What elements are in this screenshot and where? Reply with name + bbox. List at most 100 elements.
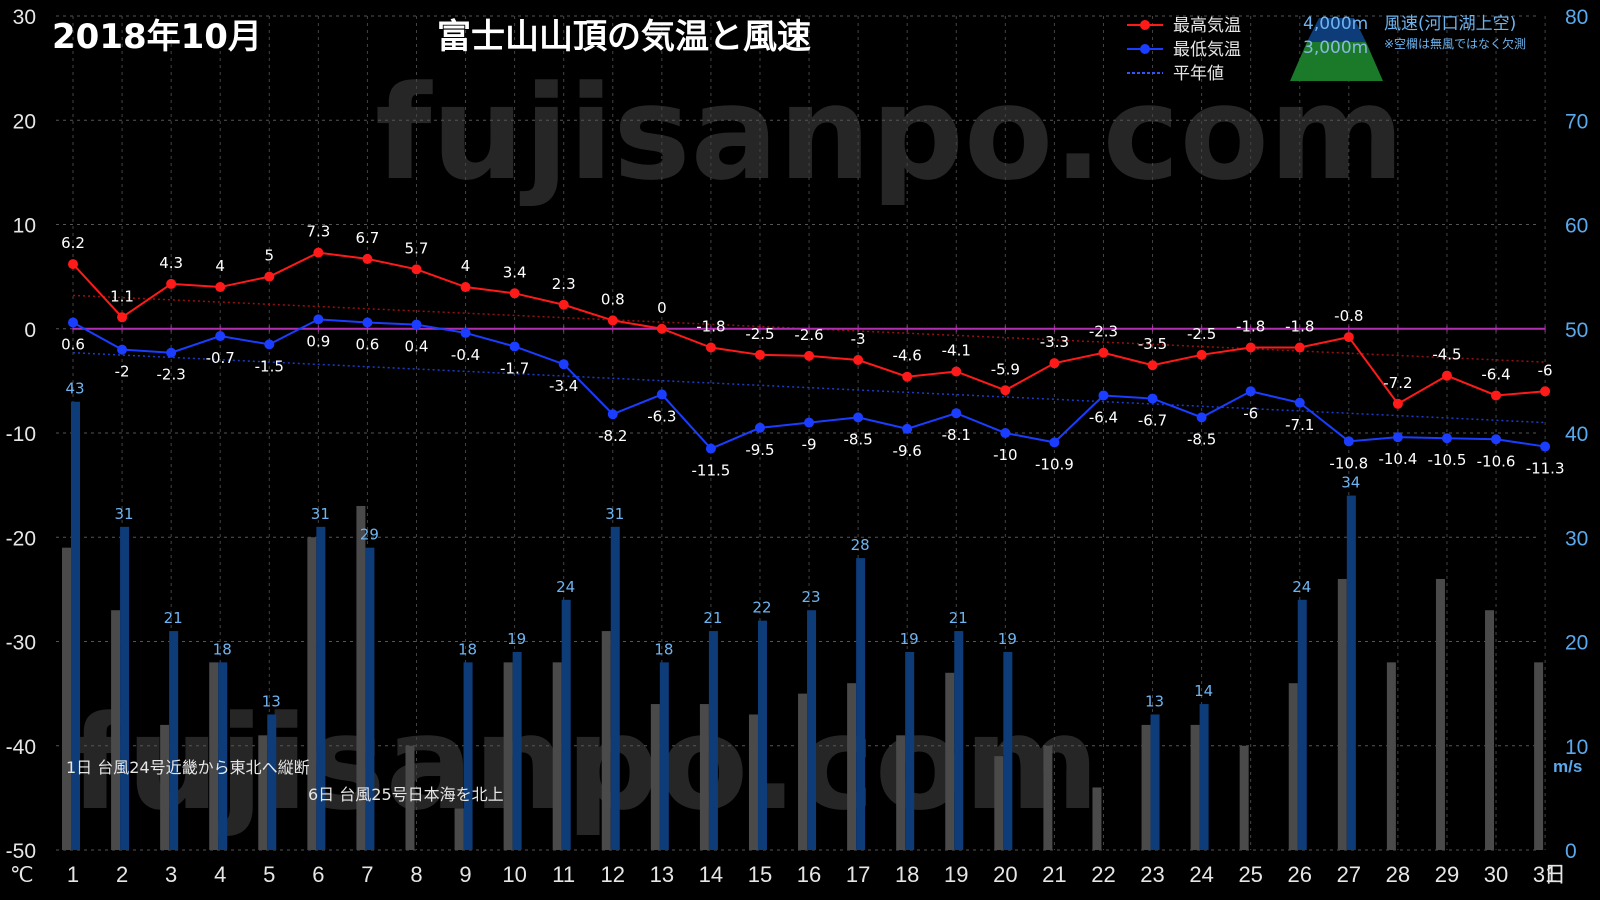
min-temp-value-label: -11.3 [1526,460,1565,478]
mountain-icon-upper [1307,18,1366,42]
min-temp-value-label: -8.5 [1187,430,1216,448]
x-tick-label: 18 [895,862,919,887]
min-temp-value-label: -6.3 [647,407,676,425]
min-temp-value-label: -6.7 [1138,412,1167,430]
max-temp-value-label: -3 [851,330,866,348]
wind-value-label: 14 [1194,682,1213,700]
wind-4000-bar [708,631,718,850]
max-temp-value-label: -4.5 [1432,346,1461,364]
wind-3000-bar [62,547,71,850]
min-temp-point [1491,434,1502,445]
min-temp-value-label: -0.7 [206,349,235,367]
max-temp-value-label: 4.3 [159,254,183,272]
min-temp-value-label: -1.7 [500,359,529,377]
min-temp-point [1000,428,1011,438]
min-temp-point [1294,397,1305,408]
x-tick-label: 22 [1091,862,1115,887]
min-temp-point [215,331,226,342]
wind-3000-bar [847,683,857,850]
min-temp-point [1441,433,1452,444]
min-temp-point [313,314,324,325]
wind-value-label: 18 [213,640,232,658]
wind-value-label: 24 [556,578,575,596]
wind-3000-bar [896,735,906,850]
right-tick-label: 80 [1565,6,1588,29]
wind-4000-bar [757,620,767,850]
wind-3000-bar [1288,683,1298,850]
x-tick-label: 25 [1238,862,1262,887]
wind-4000-bar [1199,704,1209,850]
axes: 3020100-10-20-30-40-50807060504030201001… [6,6,1589,887]
wind-3000-bar [1043,745,1053,850]
min-temp-point [656,389,667,400]
x-tick-label: 24 [1189,862,1213,887]
min-temp-value-label: -6 [1243,404,1258,422]
max-temp-value-label: -4.6 [893,347,922,365]
max-temp-value-label: 0 [657,299,667,317]
max-temp-value-label: 6.2 [61,234,85,252]
x-tick-label: 12 [601,862,625,887]
min-temp-point [1098,390,1109,401]
max-temp-value-label: -3.3 [1040,333,1069,351]
min-temp-value-label: -8.5 [843,430,872,448]
max-temp-point [313,247,324,258]
min-temp-value-label: -0.4 [451,346,480,364]
wind-4000-bar [365,547,375,850]
max-temp-point [362,253,373,264]
min-temp-point [166,347,177,358]
max-temp-value-label: -4.1 [942,341,971,359]
wind-value-label: 34 [1341,474,1360,492]
min-temp-value-label: -10.6 [1477,452,1516,470]
wind-3000-bar [1141,724,1151,850]
min-temp-value-label: -11.5 [692,462,731,480]
min-temp-value-label: -2 [115,363,130,381]
wind-3000-bar [945,672,955,850]
max-temp-point [1392,398,1403,409]
min-temp-point [607,409,618,420]
wind-3000-bar [209,662,219,850]
min-temp-point [902,423,913,434]
min-temp-point [117,344,128,355]
min-temp-value-label: -6.4 [1089,408,1118,426]
min-temp-point [754,422,765,433]
right-tick-label: 60 [1565,215,1588,238]
x-tick-label: 27 [1337,862,1361,887]
annotation-2: 6日 台風25号日本海を北上 [308,785,504,804]
wind-3000-bar [111,610,121,850]
right-tick-label: 10 [1565,736,1588,759]
min-temp-point [804,417,815,428]
x-tick-label: 10 [502,862,526,887]
wind-value-label: 23 [802,588,821,606]
x-tick-label: 4 [214,862,226,887]
min-temp-value-label: -9 [802,436,817,454]
max-temp-value-label: -6 [1538,361,1553,379]
min-temp-value-label: 0.6 [61,335,85,353]
wind-4000-bar [905,651,915,850]
max-temp-point [607,315,618,326]
min-temp-point [411,319,422,330]
zero-line [72,325,1546,332]
right-tick-label: 70 [1565,110,1588,133]
left-tick-label: 20 [13,110,36,133]
max-temp-point [1245,342,1256,353]
max-temp-value-label: 4 [215,257,225,275]
max-temp-value-label: -2.6 [794,326,823,344]
wind-3000-bar [258,735,268,850]
x-tick-label: 17 [846,862,870,887]
legend-min-marker [1140,44,1150,54]
x-tick-label: 21 [1042,862,1066,887]
max-temp-point [1098,347,1109,358]
min-temp-value-label: -1.5 [255,357,284,375]
watermark-top: fujisanpo.com [375,57,1404,209]
wind-4000-bar [659,662,669,850]
max-temp-point [166,278,177,289]
month-title: 2018年10月 [52,17,262,57]
wind-4000-bar [1346,495,1356,850]
x-tick-label: 26 [1288,862,1312,887]
max-temp-value-label: -5.9 [991,360,1020,378]
min-temp-point [951,408,962,419]
wind-3000-bar [356,505,366,850]
wind-note: ※空欄は無風ではなく欠測 [1384,36,1526,51]
wind-value-label: 18 [654,640,673,658]
x-tick-label: 8 [410,862,422,887]
